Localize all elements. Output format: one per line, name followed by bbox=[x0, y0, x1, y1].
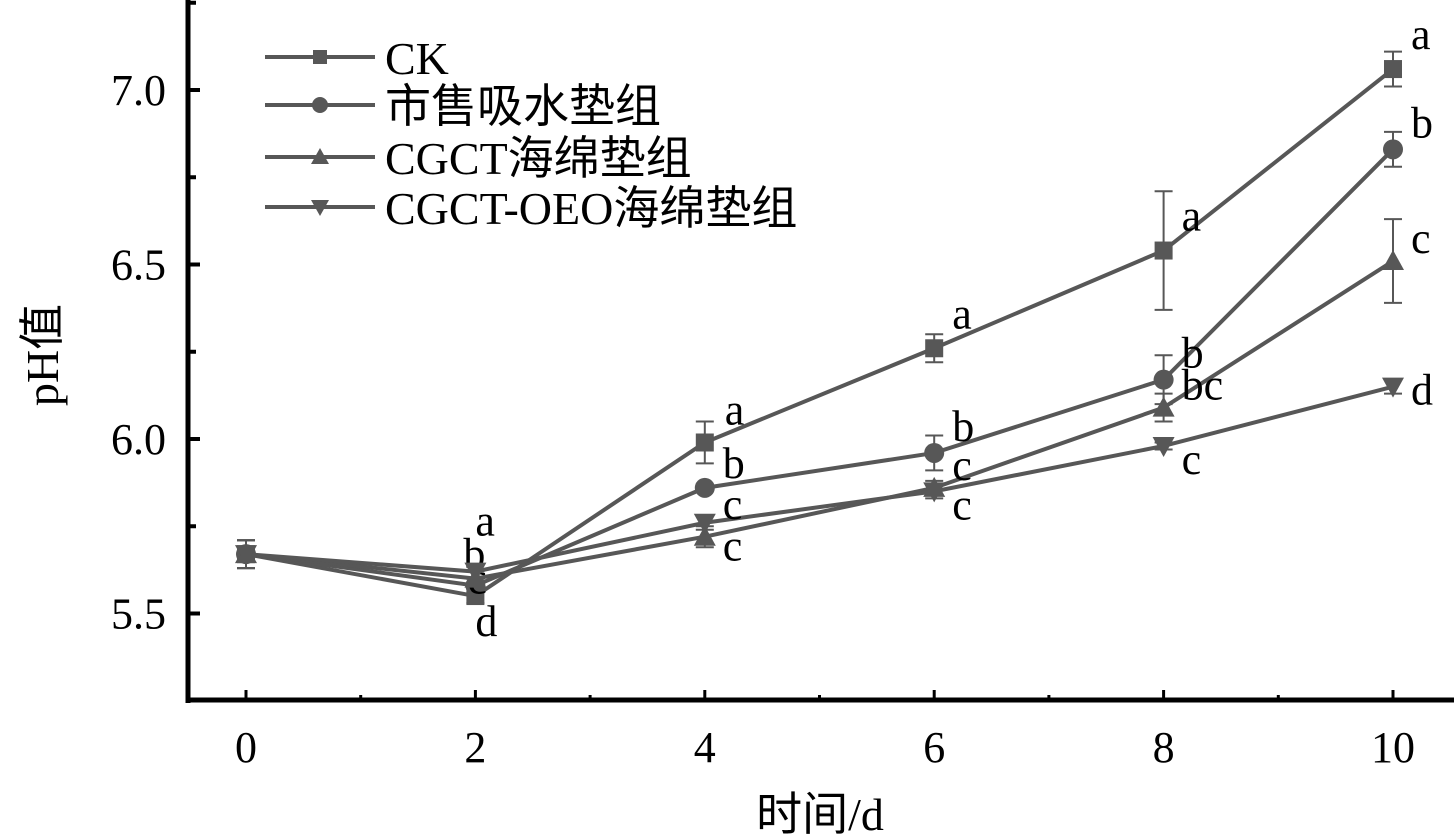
significance-letter: b bbox=[1411, 98, 1433, 147]
significance-letter: a bbox=[475, 497, 495, 546]
x-tick-label: 0 bbox=[235, 723, 257, 772]
y-tick-label: 7.0 bbox=[111, 66, 166, 115]
triangle-down-marker-icon bbox=[1382, 377, 1404, 398]
significance-letter: c bbox=[1411, 214, 1431, 263]
square-marker-icon bbox=[1154, 241, 1173, 260]
triangle-down-marker-icon bbox=[923, 482, 946, 503]
legend-label: CK bbox=[385, 33, 449, 84]
circle-marker-icon bbox=[312, 97, 328, 113]
significance-letter: c bbox=[723, 522, 743, 571]
y-axis-title: pH值 bbox=[17, 304, 68, 406]
significance-letter: a bbox=[1182, 192, 1202, 241]
significance-letter: bc bbox=[1182, 361, 1224, 410]
significance-letter: c bbox=[952, 441, 972, 490]
triangle-up-marker-icon bbox=[1152, 396, 1175, 417]
circle-marker-icon bbox=[924, 442, 945, 463]
square-marker-icon bbox=[925, 339, 944, 358]
series-line bbox=[245, 147, 1395, 588]
series-3: a c ccd bbox=[235, 366, 1433, 583]
square-marker-icon bbox=[695, 433, 714, 452]
legend-item-2: CGCT海绵垫组 bbox=[265, 133, 692, 184]
significance-letter: c bbox=[952, 480, 972, 529]
significance-letter: d bbox=[1411, 366, 1433, 415]
series-line bbox=[245, 384, 1394, 574]
y-tick-label: 5.5 bbox=[111, 590, 166, 639]
significance-letter: c bbox=[1182, 435, 1202, 484]
significance-letter: b bbox=[952, 402, 974, 451]
x-tick-label: 8 bbox=[1153, 723, 1175, 772]
x-tick-label: 6 bbox=[923, 723, 945, 772]
x-tick-label: 10 bbox=[1371, 723, 1415, 772]
legend-label: CGCT-OEO海绵垫组 bbox=[385, 183, 797, 234]
triangle-down-marker-icon bbox=[693, 513, 716, 534]
series-line bbox=[245, 67, 1395, 599]
legend-label: 市售吸水垫组 bbox=[385, 81, 661, 132]
triangle-up-marker-icon bbox=[1382, 250, 1404, 271]
significance-letter: a bbox=[952, 289, 972, 338]
triangle-up-marker-icon bbox=[311, 148, 329, 164]
x-tick-label: 2 bbox=[464, 723, 486, 772]
triangle-down-marker-icon bbox=[464, 562, 487, 583]
y-tick-label: 6.5 bbox=[111, 241, 166, 290]
significance-letter: b bbox=[723, 439, 745, 488]
x-tick-label: 4 bbox=[694, 723, 716, 772]
circle-marker-icon bbox=[694, 477, 715, 498]
circle-marker-icon bbox=[1153, 369, 1174, 390]
legend-item-0: CK bbox=[265, 33, 449, 84]
plot-area: daaaacbbbbbccbccacccd bbox=[235, 10, 1433, 646]
legend-item-3: CGCT-OEO海绵垫组 bbox=[265, 183, 797, 234]
x-axis-title: 时间/d bbox=[756, 789, 884, 839]
significance-letter: b bbox=[1182, 329, 1204, 378]
square-marker-icon bbox=[1384, 60, 1402, 79]
triangle-down-marker-icon bbox=[311, 200, 329, 216]
circle-marker-icon bbox=[1383, 139, 1403, 160]
y-tick-label: 6.0 bbox=[111, 415, 166, 464]
significance-letter: c bbox=[723, 480, 743, 529]
significance-letter: a bbox=[1411, 10, 1431, 59]
significance-letter: d bbox=[475, 597, 497, 646]
significance-letter: a bbox=[725, 385, 745, 434]
triangle-down-marker-icon bbox=[235, 545, 257, 566]
triangle-down-marker-icon bbox=[1152, 436, 1175, 457]
triangle-up-marker-icon bbox=[693, 525, 716, 546]
axes: 5.5 6.0 6.5 7.0 0 2 4 6 8 10 bbox=[111, 0, 1454, 772]
series-line bbox=[245, 259, 1395, 581]
legend-item-1: 市售吸水垫组 bbox=[265, 81, 661, 132]
legend-label: CGCT海绵垫组 bbox=[385, 133, 692, 184]
square-marker-icon bbox=[313, 50, 327, 64]
